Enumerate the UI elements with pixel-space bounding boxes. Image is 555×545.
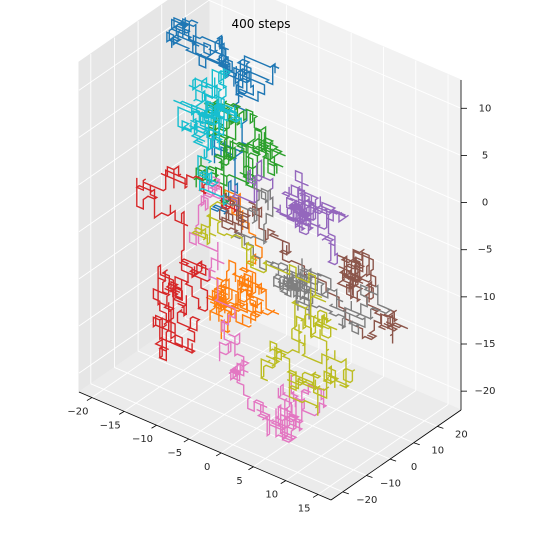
x-tick-label: 10: [265, 490, 278, 501]
walk-series-group: [135, 16, 409, 443]
z-grid-left: [78, 188, 210, 280]
x-grid-floor: [285, 390, 417, 481]
chart-title: 400 steps: [232, 17, 291, 31]
y-tick-label: −20: [356, 495, 377, 506]
x-tick-label: −15: [100, 420, 121, 431]
y-grid-floor: [161, 334, 414, 444]
z-tick-label: 5: [482, 150, 488, 161]
walk-line-3: [193, 98, 286, 205]
x-tick-label: 5: [236, 476, 242, 487]
x-tick: [312, 494, 319, 498]
y-tick: [413, 442, 420, 446]
y-tick-label: 20: [455, 429, 468, 440]
x-tick-label: −5: [167, 448, 182, 459]
x-tick: [248, 466, 254, 471]
x-tick: [119, 411, 125, 415]
x-tick: [183, 438, 190, 443]
z-grid-back: [208, 0, 462, 109]
z-tick-label: −20: [474, 386, 495, 397]
x-grid-floor: [156, 334, 287, 426]
z-tick-label: 0: [482, 198, 488, 209]
x-tick: [280, 480, 286, 484]
z-grid-back: [208, 282, 462, 392]
axis-lines: [78, 80, 462, 501]
z-tick-label: 10: [479, 103, 492, 114]
z-grid-back: [208, 47, 462, 156]
y-tick: [389, 458, 397, 462]
x-grid-floor: [188, 348, 320, 440]
x-axis-line: [78, 391, 332, 501]
z-tick-label: −10: [474, 292, 495, 303]
z-grid-left: [78, 94, 210, 185]
x-tick-label: −10: [132, 434, 153, 445]
walk-line-9: [191, 195, 356, 416]
x-grid-floor: [253, 376, 384, 468]
walk-line-10: [173, 68, 242, 206]
z-tick-label: −5: [478, 245, 493, 256]
y-tick: [342, 491, 349, 495]
x-tick-label: 0: [204, 462, 210, 473]
y-tick-label: −10: [380, 479, 401, 490]
x-tick: [86, 397, 93, 401]
y-axis-line: [330, 409, 462, 501]
y-grid-floor: [137, 350, 391, 460]
walk-line-8: [223, 186, 393, 335]
z-grid-left: [78, 282, 210, 374]
x-tick-label: 15: [298, 504, 311, 515]
y-tick: [437, 425, 444, 429]
walk-line-4: [135, 164, 239, 362]
y-grid-floor: [185, 317, 438, 427]
z-grid-back: [208, 94, 462, 203]
z-grid-left: [78, 47, 210, 138]
walk-line-5: [223, 158, 349, 266]
x-tick: [151, 424, 157, 429]
x-grid-floor: [317, 404, 449, 495]
y-grid-floor: [90, 383, 343, 493]
y-tick-label: 0: [411, 462, 417, 473]
y-grid-floor: [114, 367, 367, 476]
walk-line-2: [205, 188, 280, 339]
x-grid-floor: [91, 307, 223, 398]
x-tick: [215, 452, 222, 457]
axes-gridlines: [78, 0, 462, 495]
z-tick-label: −15: [474, 339, 495, 350]
x-tick-label: −20: [67, 407, 88, 418]
z-grid-left: [78, 235, 210, 327]
z-grid-left: [78, 0, 210, 91]
y-tick-label: 10: [431, 446, 444, 457]
z-grid-back: [208, 141, 462, 251]
y-tick: [366, 475, 373, 478]
walk-line-7: [188, 176, 328, 443]
axis-ticks: −20−15−10−5051015−20−1001020−20−15−10−50…: [67, 103, 495, 514]
walk-line-1: [166, 16, 280, 215]
